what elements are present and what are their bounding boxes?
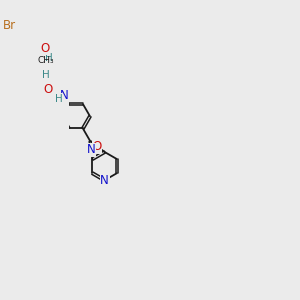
Text: N: N — [87, 143, 96, 156]
Text: O: O — [40, 42, 49, 55]
Text: O: O — [44, 83, 53, 96]
Text: H: H — [42, 70, 50, 80]
Text: N: N — [100, 174, 109, 187]
Text: Br: Br — [3, 19, 16, 32]
Text: O: O — [93, 140, 102, 153]
Text: CH₃: CH₃ — [38, 56, 54, 65]
Text: N: N — [60, 89, 68, 102]
Text: H: H — [45, 53, 52, 63]
Text: H: H — [55, 94, 63, 103]
